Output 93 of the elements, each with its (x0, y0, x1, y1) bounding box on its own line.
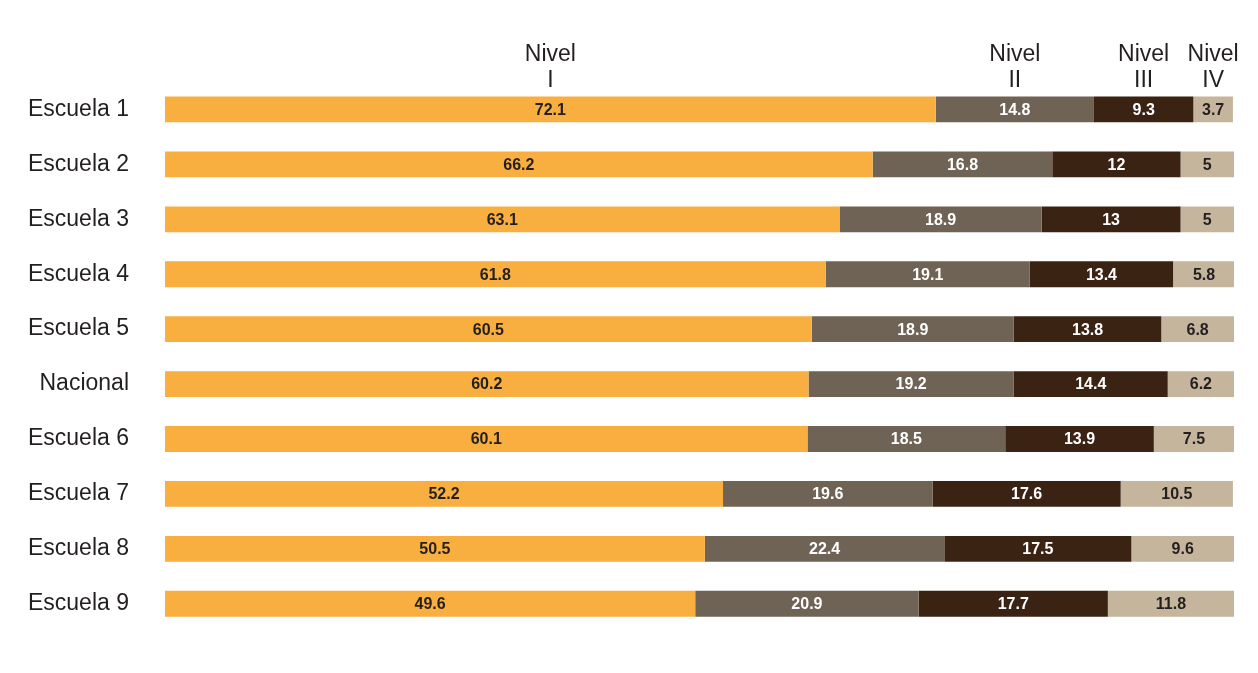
y-tick-label: Escuela 6 (27, 424, 130, 451)
bar (825, 261, 1030, 288)
data-label: 6.2 (1189, 375, 1213, 393)
y-tick-label: Escuela 2 (27, 149, 130, 176)
bar (1013, 371, 1168, 397)
bar (1005, 426, 1154, 452)
bar (1173, 261, 1234, 288)
bar (165, 206, 840, 233)
y-tick-label: Nacional (39, 369, 130, 396)
data-label: 17.6 (1011, 485, 1043, 503)
y-tick-label: Escuela 4 (27, 259, 130, 286)
y-tick-label: Escuela 7 (27, 479, 130, 506)
data-label: 60.1 (470, 430, 502, 448)
bar (165, 535, 705, 562)
data-label: 9.6 (1171, 540, 1194, 558)
data-label: 18.5 (890, 430, 923, 448)
bar (165, 371, 809, 397)
y-tick-label: Escuela 3 (27, 204, 130, 231)
data-label: 18.9 (924, 210, 957, 228)
bar (811, 316, 1014, 343)
data-label: 10.5 (1161, 485, 1193, 503)
data-label: 13 (1102, 210, 1121, 228)
bar (1153, 426, 1234, 452)
data-label: 52.2 (428, 485, 460, 503)
data-label: 13.4 (1085, 265, 1118, 283)
bar (1041, 206, 1181, 233)
bar (165, 426, 808, 452)
y-tick-label: Escuela 5 (27, 314, 130, 341)
data-label: 16.8 (946, 155, 979, 173)
bar (918, 590, 1108, 617)
bar (1167, 371, 1234, 397)
data-label: 22.4 (809, 540, 841, 558)
data-label: 12 (1107, 155, 1126, 173)
series-label: Nivel I (524, 39, 576, 92)
data-label: 5 (1202, 210, 1212, 228)
bar (1161, 316, 1234, 343)
data-label: 5 (1202, 155, 1212, 173)
bar (808, 371, 1014, 397)
bar (1180, 206, 1234, 233)
data-label: 72.1 (534, 100, 567, 118)
data-label: 3.7 (1202, 100, 1225, 118)
bar (944, 535, 1132, 562)
bar (165, 261, 826, 288)
data-label: 50.5 (419, 540, 451, 558)
data-label: 7.5 (1182, 430, 1206, 448)
bar (165, 480, 724, 507)
data-label: 13.8 (1071, 320, 1104, 338)
data-label: 19.1 (912, 265, 944, 283)
bar (1180, 151, 1234, 178)
data-label: 13.9 (1063, 430, 1096, 448)
bar (695, 590, 919, 617)
bar (839, 206, 1042, 233)
data-label: 60.5 (472, 320, 505, 338)
data-label: 18.9 (897, 320, 929, 338)
bar (723, 480, 933, 507)
data-label: 17.7 (997, 595, 1029, 613)
data-label: 63.1 (486, 210, 518, 228)
bar (1013, 316, 1162, 343)
data-label: 20.9 (791, 595, 823, 613)
bar (165, 151, 873, 178)
bar (1131, 535, 1234, 562)
data-label: 66.2 (503, 155, 535, 173)
data-label: 61.8 (479, 265, 511, 283)
bar (165, 316, 812, 343)
bar (165, 590, 696, 617)
bar (1052, 151, 1181, 178)
y-tick-label: Escuela 9 (27, 589, 130, 616)
bar (807, 426, 1006, 452)
data-label: 14.8 (999, 100, 1031, 118)
data-label: 17.5 (1022, 540, 1054, 558)
data-label: 60.2 (471, 375, 503, 393)
data-label: 19.2 (895, 375, 927, 393)
data-label: 5.8 (1192, 265, 1216, 283)
bar (165, 96, 936, 123)
bar (1029, 261, 1174, 288)
data-label: 6.8 (1186, 320, 1209, 338)
bar (872, 151, 1053, 178)
y-tick-label: Escuela 1 (27, 94, 130, 121)
y-tick-label: Escuela 8 (27, 534, 130, 561)
data-label: 9.3 (1132, 100, 1155, 118)
data-label: 11.8 (1155, 595, 1187, 613)
bar (1107, 590, 1234, 617)
data-label: 14.4 (1075, 375, 1107, 393)
series-label: Nivel II (989, 39, 1041, 92)
bar (932, 480, 1121, 507)
data-label: 49.6 (414, 595, 446, 613)
bar (935, 96, 1094, 123)
bar (1120, 480, 1233, 507)
bar (1093, 96, 1194, 123)
series-label: Nivel IV (1187, 39, 1239, 92)
series-label: Nivel III (1118, 39, 1170, 92)
data-label: 19.6 (812, 485, 844, 503)
bar (704, 535, 945, 562)
